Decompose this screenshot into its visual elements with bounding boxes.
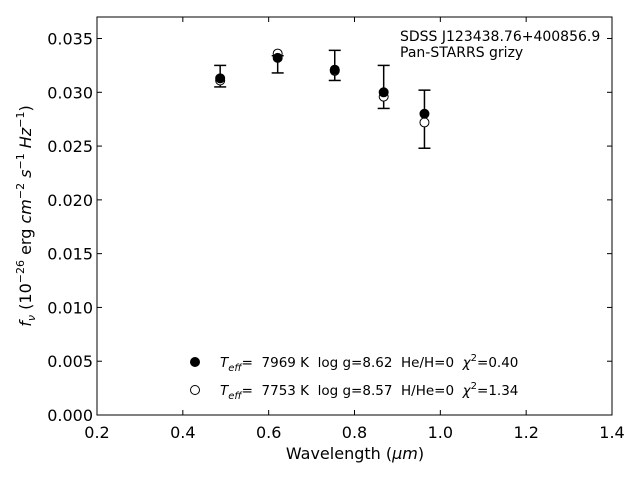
legend-2-chi-val: =1.34 — [477, 383, 518, 399]
legend-1-params: = 7969 K log g=8.62 He/H=0 — [242, 355, 463, 371]
x-tick-label: 0.2 — [84, 423, 109, 442]
x-axis-ticks: 0.2 0.4 0.6 0.8 1.0 1.2 1.4 — [84, 17, 625, 442]
y-tick-label: 0.015 — [47, 245, 93, 264]
y-tick-label: 0.030 — [47, 83, 93, 102]
filled-point — [378, 87, 389, 98]
legend-2-chi-exp: 2 — [471, 381, 477, 392]
filled-point — [419, 108, 430, 119]
y-label-hz: Hz — [16, 127, 35, 153]
filled-point — [272, 52, 283, 63]
filled-point — [215, 73, 226, 84]
y-tick-label: 0.005 — [47, 352, 93, 371]
y-axis-label: fν (10−26 erg cm−2 s−1 Hz−1) — [14, 105, 38, 326]
y-tick-label: 0.000 — [47, 406, 93, 425]
annotation-line-2: Pan-STARRS grizy — [400, 45, 523, 61]
y-label-cm: cm — [16, 199, 35, 223]
error-bars — [214, 49, 431, 149]
y-label-s: s — [16, 170, 35, 183]
legend-marker-filled — [190, 357, 200, 367]
annotation-line-1: SDSS J123438.76+400856.9 — [400, 29, 600, 45]
data-points — [215, 48, 430, 128]
legend-entry-2: Teff= 7753 K log g=8.57 H/He=0 χ2=1.34 — [220, 381, 518, 402]
legend-1-teff-sub: eff — [228, 363, 243, 374]
open-point — [419, 117, 430, 128]
legend-1-chi: χ — [462, 355, 472, 371]
legend-2-chi: χ — [462, 383, 472, 399]
x-tick-label: 0.6 — [256, 423, 281, 442]
legend-entry-1: Teff= 7969 K log g=8.62 He/H=0 χ2=0.40 — [220, 353, 518, 374]
x-axis-label-close: ) — [418, 444, 424, 463]
x-tick-label: 1.2 — [513, 423, 538, 442]
legend-1-chi-val: =0.40 — [477, 355, 518, 371]
legend-2-params: = 7753 K log g=8.57 H/He=0 — [242, 383, 463, 399]
plot-area: 0.2 0.4 0.6 0.8 1.0 1.2 1.4 0.0000.0050.0100.0… — [47, 16, 625, 442]
y-label-exp1b: −1 — [14, 112, 27, 128]
y-axis-ticks: 0.000 0.005 0.010 0.015 0.020 0.025 0.030 0.035 — [47, 30, 612, 425]
legend-1-chi-exp: 2 — [471, 353, 477, 364]
x-tick-label: 1.4 — [599, 423, 624, 442]
y-label-exp1a: −1 — [14, 153, 27, 169]
annotation: SDSS J123438.76+400856.9 Pan-STARRS griz… — [400, 29, 600, 61]
legend-marker-open — [190, 385, 200, 395]
y-label-erg: erg — [16, 224, 35, 260]
legend-2-teff-sub: eff — [228, 391, 243, 402]
y-tick-label: 0.010 — [47, 298, 93, 317]
y-tick-label: 0.035 — [47, 30, 93, 49]
y-tick-label: 0.020 — [47, 191, 93, 210]
filled-point — [329, 64, 340, 75]
x-axis-label: Wavelength (μm) — [286, 444, 424, 463]
y-label-open: (10 — [16, 283, 35, 315]
y-label-f: f — [16, 319, 35, 327]
x-axis-label-unit: μm — [391, 444, 418, 463]
y-label-nu: ν — [25, 315, 38, 321]
x-axis-label-text: Wavelength ( — [286, 444, 392, 463]
x-tick-label: 0.8 — [342, 423, 367, 442]
legend-2-teff: T — [220, 383, 230, 399]
y-label-exp26: −26 — [14, 260, 27, 283]
legend: Teff= 7969 K log g=8.62 He/H=0 χ2=0.40 T… — [190, 353, 518, 402]
x-tick-label: 0.4 — [170, 423, 195, 442]
x-tick-label: 1.0 — [428, 423, 453, 442]
y-label-exp2: −2 — [14, 183, 27, 199]
y-tick-label: 0.025 — [47, 137, 93, 156]
legend-1-teff: T — [220, 355, 230, 371]
y-label-close: ) — [16, 105, 35, 111]
